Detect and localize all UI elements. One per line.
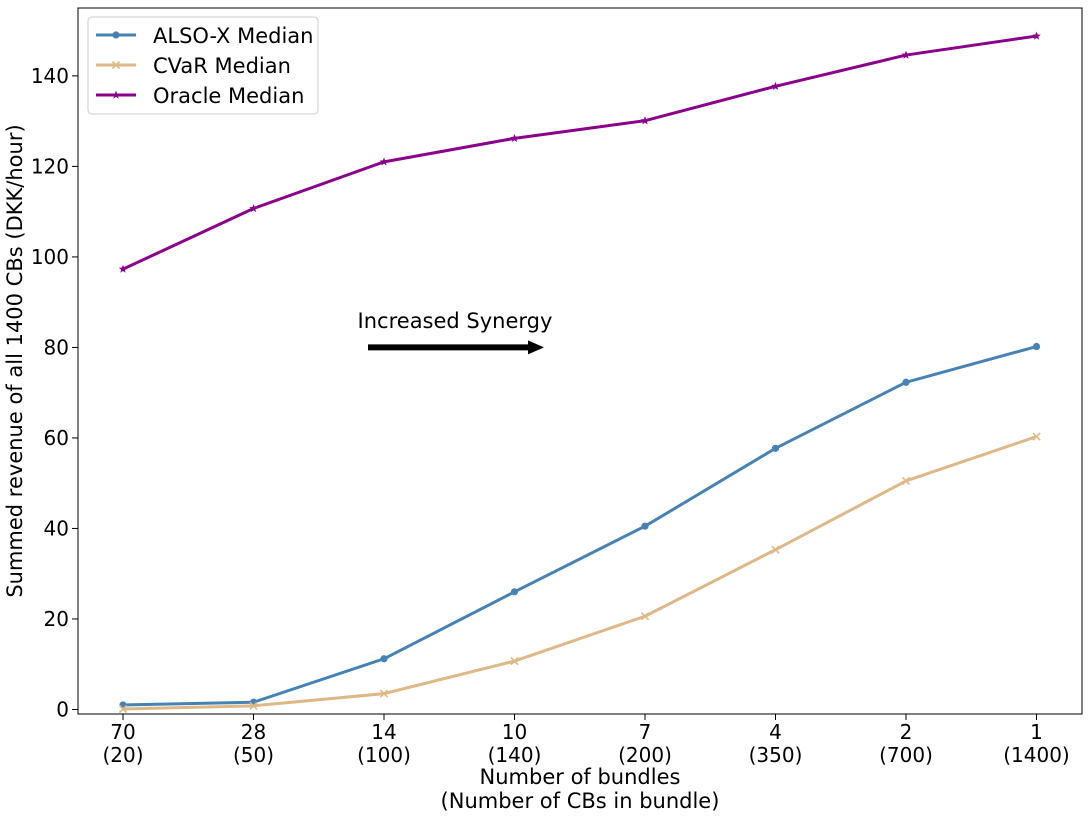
- data-point-oracle-median: [901, 50, 911, 59]
- y-tick-label: 40: [44, 516, 69, 540]
- plot-frame: [77, 7, 1083, 715]
- data-point-cvar-median: [379, 689, 389, 698]
- x-tick-label: 2: [900, 720, 913, 744]
- series-cvar-median: [118, 432, 1041, 714]
- x-axis-label: Number of bundles: [480, 765, 681, 789]
- data-point-oracle-median: [379, 157, 389, 166]
- series-also-x-median: [119, 342, 1041, 709]
- y-tick-label: 0: [56, 697, 69, 721]
- x-tick-label: 7: [639, 720, 652, 744]
- data-point-oracle-median: [640, 116, 650, 125]
- y-tick-label: 140: [31, 64, 69, 88]
- data-point-also-x-median: [510, 588, 519, 596]
- data-point-cvar-median: [510, 656, 519, 666]
- x-tick-label: 4: [769, 720, 782, 744]
- series-line-also-x-median: [122, 345, 1037, 707]
- legend-item-oracle-median: Oracle Median: [96, 84, 304, 108]
- y-tick-label: 100: [31, 245, 69, 269]
- y-tick-label: 120: [31, 154, 69, 178]
- x-tick-sublabel: (700): [879, 743, 933, 767]
- legend-marker: [111, 60, 121, 70]
- y-tick-label: 80: [44, 335, 69, 359]
- data-point-cvar-median: [1032, 432, 1041, 441]
- x-tick-label: 70: [110, 720, 135, 744]
- data-point-oracle-median: [510, 133, 519, 142]
- axis-ticks: 02040608010012014070(20)28(50)14(100)10(…: [31, 64, 1070, 767]
- legend-label: Oracle Median: [153, 84, 304, 108]
- data-point-cvar-median: [901, 476, 911, 486]
- data-point-also-x-median: [771, 444, 780, 452]
- data-point-oracle-median: [771, 81, 780, 90]
- data-point-oracle-median: [118, 264, 128, 273]
- y-axis-label: Summed revenue of all 1400 CBs (DKK/hour…: [3, 124, 27, 597]
- x-tick-sublabel: (100): [357, 743, 411, 767]
- series-group: [118, 31, 1041, 714]
- data-point-also-x-median: [380, 655, 388, 663]
- x-axis-label-line2: (Number of CBs in bundle): [441, 789, 720, 813]
- x-tick-sublabel: (1400): [1003, 743, 1070, 767]
- x-tick-label: 10: [502, 720, 527, 744]
- series-line-cvar-median: [122, 435, 1037, 711]
- data-point-cvar-median: [640, 612, 650, 621]
- legend: ALSO-X Median CVaR Median Oracle Median: [87, 16, 319, 115]
- legend-label: CVaR Median: [153, 54, 291, 78]
- series-line-oracle-median: [122, 34, 1037, 271]
- legend-item-cvar-median: CVaR Median: [96, 54, 291, 78]
- y-tick-label: 20: [44, 607, 69, 631]
- data-point-also-x-median: [902, 378, 910, 386]
- data-point-also-x-median: [641, 522, 649, 530]
- data-point-oracle-median: [1032, 31, 1041, 40]
- legend-marker: [112, 31, 120, 39]
- data-point-cvar-median: [118, 704, 128, 714]
- data-point-also-x-median: [1032, 342, 1041, 351]
- series-oracle-median: [118, 31, 1041, 273]
- x-tick-label: 28: [241, 720, 266, 744]
- annotation: Increased Synergy: [358, 309, 553, 355]
- x-tick-sublabel: (350): [749, 743, 803, 767]
- data-point-oracle-median: [249, 203, 258, 213]
- annotation-arrow-head: [528, 340, 544, 355]
- data-point-cvar-median: [771, 545, 780, 554]
- x-tick-sublabel: (200): [618, 743, 672, 767]
- data-point-cvar-median: [249, 701, 258, 711]
- x-tick-sublabel: (140): [488, 743, 542, 767]
- legend-marker: [111, 90, 121, 99]
- x-tick-label: 1: [1030, 720, 1043, 744]
- y-tick-label: 60: [44, 426, 69, 450]
- x-tick-sublabel: (20): [102, 743, 143, 767]
- x-tick-label: 14: [371, 720, 396, 744]
- legend-box: [87, 16, 319, 115]
- legend-item-also-x-median: ALSO-X Median: [96, 24, 313, 48]
- x-tick-sublabel: (50): [233, 743, 274, 767]
- legend-label: ALSO-X Median: [153, 24, 313, 48]
- annotation-text: Increased Synergy: [358, 309, 553, 333]
